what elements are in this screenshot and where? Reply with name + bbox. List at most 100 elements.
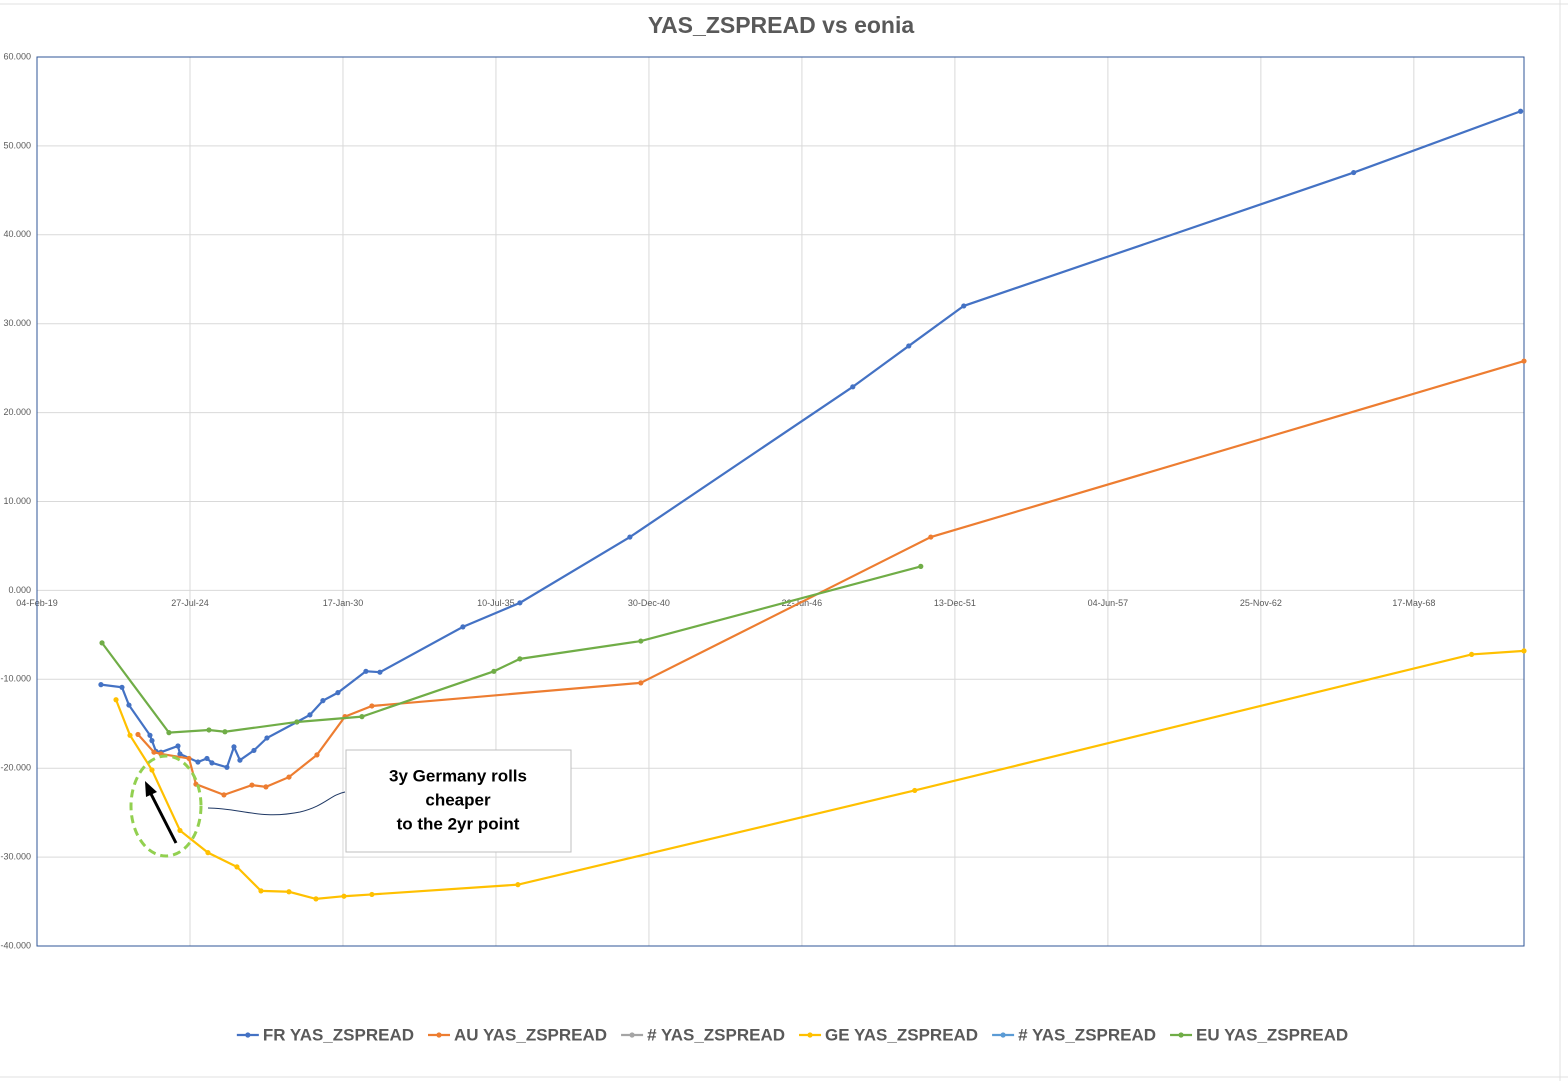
y-tick-label: 20.000 bbox=[3, 407, 31, 417]
y-tick-label: 0.000 bbox=[8, 585, 31, 595]
plot-area: 04-Feb-19 27-Jul-24 17-Jan-30 10-Jul-35 30-D… bbox=[0, 51, 1527, 950]
arrow bbox=[148, 791, 178, 844]
data-point bbox=[294, 719, 300, 725]
data-point bbox=[135, 731, 141, 738]
legend-label: # YAS_ZSPREAD bbox=[1018, 1025, 1156, 1044]
data-point bbox=[222, 729, 228, 735]
data-point bbox=[313, 896, 319, 902]
legend-label: # YAS_ZSPREAD bbox=[647, 1025, 785, 1044]
data-point bbox=[928, 534, 934, 540]
legend-item: AU YAS_ZSPREAD bbox=[428, 1025, 607, 1044]
legend-item: # YAS_ZSPREAD bbox=[621, 1025, 785, 1044]
data-point bbox=[286, 889, 292, 895]
data-point bbox=[918, 563, 924, 569]
legend-item: GE YAS_ZSPREAD bbox=[799, 1025, 978, 1044]
data-point bbox=[341, 893, 347, 899]
data-point bbox=[224, 764, 230, 770]
x-tick-label: 27-Jul-24 bbox=[171, 598, 209, 608]
data-point bbox=[204, 755, 210, 762]
data-point bbox=[627, 534, 633, 540]
data-point bbox=[369, 703, 375, 709]
data-point bbox=[460, 624, 466, 630]
y-tick-label: 30.000 bbox=[3, 318, 31, 328]
data-point bbox=[99, 640, 105, 646]
annotation: 3y Germany rolls cheaper to the 2yr poin… bbox=[129, 749, 572, 858]
y-tick-label: 50.000 bbox=[3, 140, 31, 150]
legend-marker bbox=[436, 1032, 442, 1038]
series-line bbox=[100, 110, 1522, 769]
y-tick-label: -30.000 bbox=[0, 851, 31, 861]
data-point bbox=[912, 787, 918, 794]
chart-title: YAS_ZSPREAD vs eonia bbox=[648, 12, 915, 38]
data-point bbox=[335, 690, 341, 696]
data-point bbox=[151, 749, 157, 755]
x-tick-label: 30-Dec-40 bbox=[628, 598, 670, 608]
arrow-head bbox=[145, 781, 157, 797]
series-line bbox=[114, 649, 1525, 900]
data-point bbox=[491, 668, 497, 674]
legend-marker bbox=[807, 1032, 813, 1038]
x-tick-label: 04-Jun-57 bbox=[1088, 598, 1129, 608]
data-point bbox=[177, 751, 183, 757]
data-point bbox=[231, 744, 237, 750]
x-tick-label: 17-Jan-30 bbox=[323, 598, 364, 608]
legend-item: FR YAS_ZSPREAD bbox=[236, 1025, 414, 1044]
legend: FR YAS_ZSPREAD AU YAS_ZSPREAD # YAS_ZSPREA… bbox=[236, 1025, 1348, 1044]
data-point bbox=[1518, 108, 1524, 114]
data-point bbox=[264, 735, 270, 741]
legend-label: GE YAS_ZSPREAD bbox=[825, 1025, 978, 1044]
data-point bbox=[1469, 651, 1475, 658]
data-point bbox=[517, 656, 523, 662]
data-point bbox=[147, 732, 153, 738]
annotation-text: to the 2yr point bbox=[397, 814, 520, 833]
data-point bbox=[126, 702, 132, 708]
annotation-box bbox=[345, 749, 572, 853]
data-point bbox=[206, 727, 212, 733]
x-tick-label: 25-Nov-62 bbox=[1240, 598, 1282, 608]
annotation-text: 3y Germany rolls bbox=[389, 766, 527, 785]
plot-border bbox=[36, 56, 1525, 947]
data-point bbox=[369, 891, 375, 898]
data-point bbox=[237, 757, 243, 763]
data-point bbox=[263, 784, 269, 790]
data-point bbox=[961, 303, 967, 309]
data-point bbox=[98, 682, 104, 688]
highlight-ellipse bbox=[129, 754, 203, 858]
legend-label: AU YAS_ZSPREAD bbox=[454, 1025, 607, 1044]
legend-label: EU YAS_ZSPREAD bbox=[1196, 1025, 1348, 1044]
data-point bbox=[906, 343, 912, 349]
data-point bbox=[234, 864, 240, 870]
data-point bbox=[1521, 648, 1527, 654]
data-point bbox=[113, 697, 119, 703]
data-point bbox=[363, 668, 369, 674]
data-point bbox=[119, 684, 125, 690]
data-point bbox=[177, 827, 183, 834]
legend-marker bbox=[1178, 1032, 1184, 1038]
legend-item: # YAS_ZSPREAD bbox=[992, 1025, 1156, 1044]
data-point bbox=[286, 774, 292, 780]
y-tick-label: -40.000 bbox=[0, 940, 31, 950]
data-point bbox=[195, 759, 201, 765]
legend-marker bbox=[1000, 1032, 1006, 1038]
y-tick-label: -20.000 bbox=[0, 763, 31, 773]
data-point bbox=[638, 638, 644, 644]
y-tick-label: -10.000 bbox=[0, 674, 31, 684]
y-tick-label: 40.000 bbox=[3, 229, 31, 239]
data-point bbox=[205, 850, 211, 856]
data-point bbox=[515, 882, 521, 888]
data-point bbox=[149, 738, 155, 744]
data-point bbox=[377, 669, 383, 675]
series-line bbox=[101, 565, 922, 734]
y-tick-label: 10.000 bbox=[3, 496, 31, 506]
data-point bbox=[850, 384, 856, 390]
data-point bbox=[186, 755, 192, 762]
data-point bbox=[127, 732, 133, 738]
x-tick-label: 17-May-68 bbox=[1392, 598, 1435, 608]
legend-marker bbox=[629, 1032, 635, 1038]
annotation-text: cheaper bbox=[425, 790, 491, 809]
x-tick-label: 10-Jul-35 bbox=[477, 598, 515, 608]
data-point bbox=[166, 730, 172, 736]
y-tick-label: 60.000 bbox=[3, 51, 31, 61]
